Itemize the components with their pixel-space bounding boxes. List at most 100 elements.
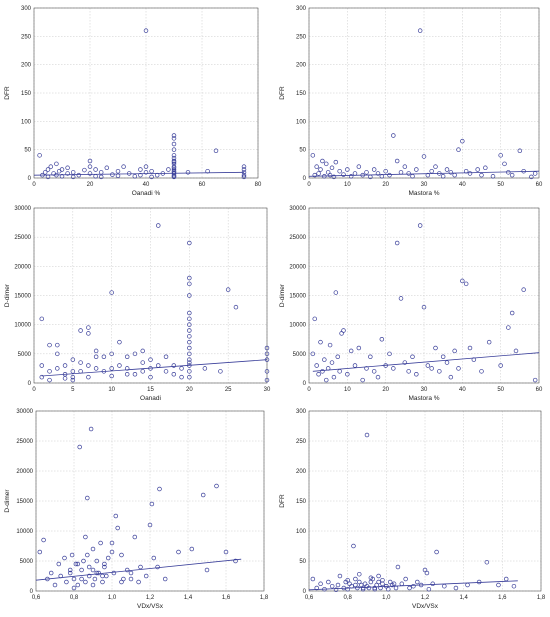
data-point — [187, 339, 192, 345]
data-point — [132, 372, 138, 377]
data-point — [479, 172, 484, 178]
data-point — [316, 171, 321, 176]
data-point — [92, 576, 98, 582]
data-point — [156, 363, 161, 368]
data-point — [93, 348, 99, 354]
data-point — [503, 576, 509, 582]
y-tick-label: 20000 — [16, 469, 33, 475]
data-point — [316, 372, 321, 377]
data-point — [187, 374, 192, 380]
data-point — [94, 570, 100, 576]
data-point — [440, 174, 446, 179]
y-tick-label: 50 — [299, 148, 306, 154]
data-point — [171, 174, 177, 180]
data-point — [85, 495, 90, 501]
data-point — [484, 559, 490, 565]
data-point — [387, 351, 392, 357]
x-tick-label: 1,6 — [222, 595, 231, 601]
data-point — [87, 171, 93, 176]
data-point — [187, 310, 192, 316]
x-axis-label: Qanadi % — [132, 190, 161, 195]
data-point — [176, 549, 181, 555]
data-point — [356, 164, 362, 169]
dfr-vs-vdx-vsx-chart: 0 50 100 150 200 250 300 0,6 0,8 1,0 1,2 1,4 1,6 1,8 V… — [279, 409, 546, 610]
x-axis-label: VDx/VSx — [137, 603, 164, 610]
data-point — [467, 345, 473, 351]
data-point — [202, 366, 208, 371]
data-point — [204, 567, 210, 573]
data-point — [163, 354, 169, 360]
data-point — [380, 581, 385, 587]
data-point — [138, 564, 143, 570]
data-point — [479, 369, 484, 374]
y-tick-label: 5000 — [20, 559, 34, 565]
data-point — [96, 570, 101, 576]
data-point — [337, 369, 342, 374]
data-point — [140, 360, 145, 365]
x-tick-label: 0,8 — [70, 595, 79, 601]
data-point — [105, 555, 111, 561]
data-point — [463, 281, 469, 287]
data-point — [86, 374, 91, 380]
data-point — [312, 316, 317, 322]
data-point — [78, 360, 83, 365]
data-point — [448, 170, 454, 175]
dfr-vs-qanadi-percent-chart: 0 50 100 150 200 250 300 0 20 40 60 80 Qanadi % DFR — [4, 6, 262, 195]
data-point — [171, 153, 177, 158]
data-point — [453, 585, 459, 591]
data-point — [86, 363, 91, 368]
data-point — [333, 290, 339, 295]
data-point — [70, 369, 76, 374]
data-point — [352, 363, 358, 368]
data-point — [140, 369, 145, 374]
data-point — [98, 170, 104, 175]
plot-frame — [33, 7, 259, 179]
y-tick-label: 5000 — [18, 352, 32, 358]
data-point — [517, 148, 523, 154]
y-tick-label: 250 — [21, 34, 32, 40]
data-point — [323, 377, 329, 383]
y-tick-label: 150 — [21, 91, 32, 97]
data-point — [320, 158, 325, 164]
y-tick-label: 200 — [21, 63, 32, 69]
data-point — [323, 161, 329, 167]
y-tick-label: 50 — [299, 559, 306, 565]
data-point — [119, 552, 124, 558]
data-point — [93, 174, 98, 179]
data-point — [335, 582, 341, 588]
x-tick-label: 20 — [186, 387, 193, 393]
data-point — [460, 278, 465, 284]
data-point — [119, 579, 124, 585]
data-point — [148, 357, 153, 362]
y-tick-label: 30000 — [289, 206, 306, 212]
x-axis-label: VDx/VSx — [412, 603, 439, 610]
data-point — [532, 377, 538, 383]
data-point — [329, 165, 335, 171]
data-point — [100, 573, 105, 579]
x-tick-label: 0 — [307, 182, 311, 188]
data-point — [149, 168, 154, 174]
y-tick-label: 300 — [21, 6, 32, 12]
data-point — [509, 172, 515, 178]
data-point — [442, 583, 447, 589]
x-tick-label: 20 — [87, 182, 94, 188]
y-tick-label: 250 — [296, 439, 307, 445]
data-point — [104, 165, 110, 171]
data-point — [509, 310, 515, 316]
data-point — [156, 223, 161, 228]
data-point — [368, 354, 373, 360]
data-point — [171, 136, 177, 141]
data-point — [486, 339, 492, 345]
data-point — [348, 174, 354, 179]
data-point — [376, 573, 381, 579]
data-point — [39, 316, 45, 322]
data-point — [55, 366, 60, 371]
data-point — [187, 334, 192, 339]
data-point — [143, 573, 149, 579]
data-point — [55, 342, 60, 348]
x-tick-label: 30 — [421, 387, 428, 393]
data-point — [394, 158, 400, 164]
data-point — [498, 363, 503, 368]
data-point — [48, 164, 54, 169]
data-point — [115, 168, 121, 174]
